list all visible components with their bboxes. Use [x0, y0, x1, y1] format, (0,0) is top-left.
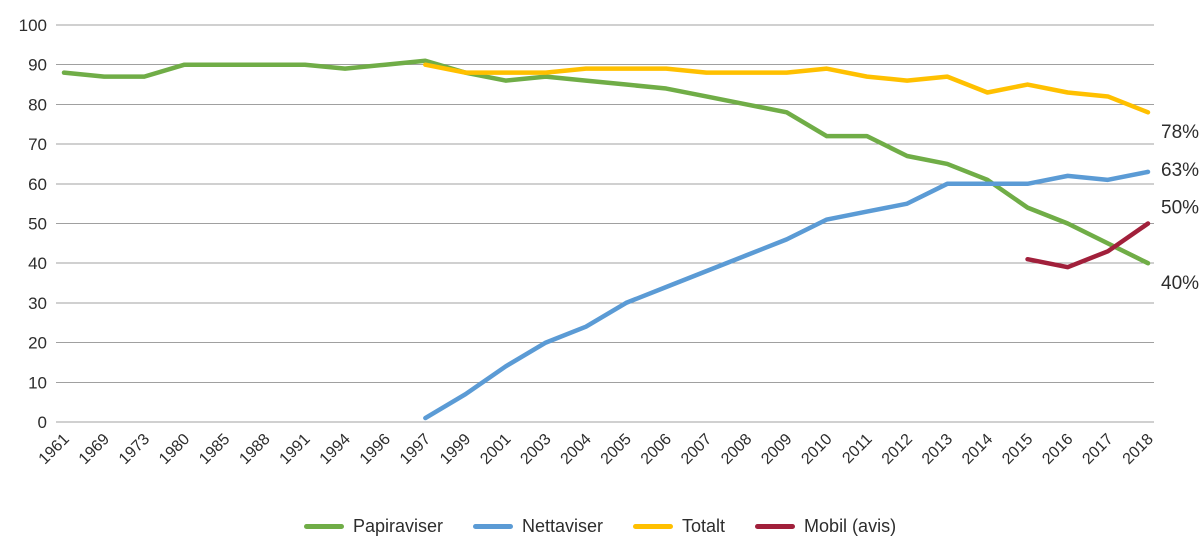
series-line-papiraviser [61, 58, 1151, 266]
legend-swatch-mobil-avis [755, 523, 796, 529]
x-axis-tick-label: 1994 [317, 431, 354, 468]
x-axis-tick-label: 1997 [397, 431, 434, 468]
x-axis-tick-label: 2016 [1039, 431, 1076, 468]
x-axis-tick-label: 2008 [718, 431, 755, 468]
x-axis-tick-label: 2009 [758, 431, 795, 468]
y-axis-tick-label: 20 [28, 334, 47, 353]
end-value-label-nettaviser: 63% [1161, 160, 1199, 181]
x-axis-tick-label: 2017 [1079, 431, 1116, 468]
legend-label-papiraviser: Papiraviser [352, 516, 443, 536]
x-axis-tick-label: 2001 [477, 431, 514, 468]
end-value-label-mobil-avis: 50% [1161, 198, 1199, 219]
chart-legend: Papiraviser Nettaviser Totalt Mobil (avis) [0, 506, 1200, 546]
y-axis-tick-label: 70 [28, 135, 47, 154]
legend-item-mobil-avis: Mobil (avis) [755, 517, 896, 535]
x-axis-tick-label: 1991 [277, 431, 314, 468]
x-axis-tick-label: 1969 [76, 431, 113, 468]
series-line-nettaviser [423, 169, 1151, 421]
legend-swatch-nettaviser [472, 523, 513, 529]
y-axis-tick-label: 60 [28, 175, 47, 194]
legend-label-mobil-avis: Mobil (avis) [804, 516, 897, 536]
x-axis-tick-label: 1999 [437, 431, 474, 468]
legend-item-papiraviser: Papiraviser [303, 516, 443, 536]
x-axis-tick-label: 2013 [919, 431, 956, 468]
legend-swatch-papiraviser [303, 523, 344, 529]
y-axis-tick-label: 100 [19, 16, 47, 35]
x-axis-tick-label: 1996 [357, 431, 394, 468]
x-axis-tick-label: 1985 [196, 431, 233, 468]
y-axis-tick-label: 80 [28, 95, 47, 114]
x-axis-tick-label: 1961 [36, 431, 73, 468]
series-line-totalt [423, 62, 1151, 115]
legend-label-totalt: Totalt [682, 516, 726, 536]
legend-item-totalt: Totalt [633, 517, 725, 535]
y-axis-tick-label: 90 [28, 56, 47, 75]
legend-swatch-totalt [633, 523, 674, 529]
x-axis-tick-label: 2011 [839, 431, 875, 467]
y-axis-tick-label: 50 [28, 215, 47, 234]
x-axis-tick-label: 2018 [1120, 431, 1157, 468]
x-axis-tick-label: 2010 [798, 431, 835, 468]
x-axis-tick-label: 1973 [116, 431, 153, 468]
y-axis-tick-label: 30 [28, 294, 47, 313]
x-axis-tick-label: 1980 [156, 431, 193, 468]
x-axis-tick-label: 2015 [999, 431, 1036, 468]
x-axis-tick-label: 2003 [517, 431, 554, 468]
legend-item-nettaviser: Nettaviser [472, 516, 604, 536]
x-axis-tick-label: 2005 [598, 431, 635, 468]
x-axis-tick-label: 1988 [236, 431, 273, 468]
x-axis-tick-label: 2014 [959, 431, 996, 468]
end-value-label-totalt: 78% [1161, 122, 1199, 143]
y-axis-tick-label: 0 [38, 413, 47, 432]
x-axis-tick-label: 2012 [879, 431, 916, 468]
x-axis-tick-label: 2007 [678, 431, 715, 468]
x-axis-tick-label: 2006 [638, 431, 675, 468]
legend-label-nettaviser: Nettaviser [521, 516, 604, 536]
x-axis-tick-label: 2004 [558, 431, 595, 468]
series-line-mobil-avis [1025, 221, 1151, 270]
end-value-label-papiraviser: 40% [1161, 273, 1199, 294]
y-axis-tick-label: 40 [28, 254, 47, 273]
y-axis-tick-label: 10 [28, 373, 47, 392]
